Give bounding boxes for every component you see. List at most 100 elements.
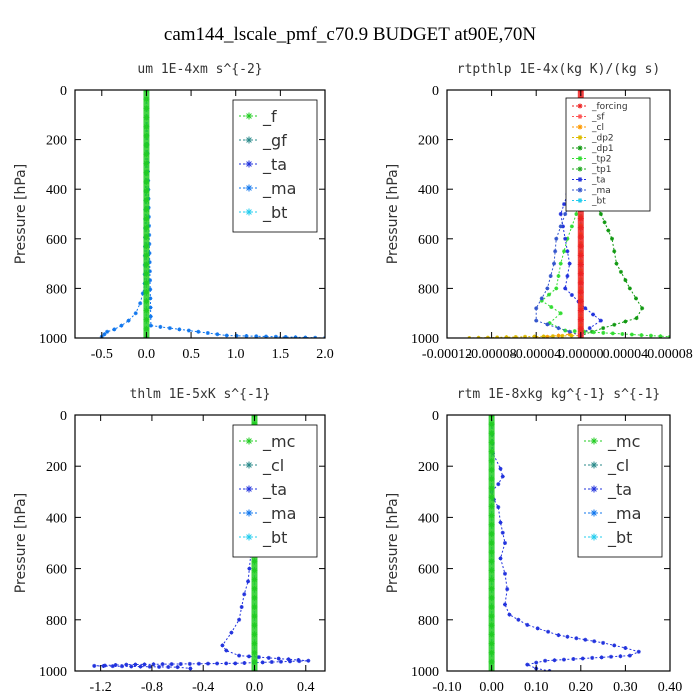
data-point	[567, 329, 572, 334]
figure-title: cam144_lscale_pmf_c70.9 BUDGET at90E,70N	[164, 24, 536, 45]
data-point	[648, 333, 653, 338]
legend: _forcing_sf_cl_dp2_dp1_tp2_tp1_ta_ma_bt	[565, 97, 651, 212]
data-point	[242, 661, 247, 665]
data-point	[101, 664, 106, 669]
plot-frame	[74, 414, 326, 672]
data-point	[143, 279, 150, 286]
data-point	[504, 335, 509, 338]
data-point	[563, 328, 568, 333]
data-point	[525, 662, 530, 667]
data-point	[574, 212, 579, 216]
data-point	[143, 206, 150, 213]
data-point	[186, 328, 191, 333]
data-point	[143, 325, 150, 332]
data-point	[558, 311, 563, 316]
data-point	[234, 333, 239, 338]
data-point	[523, 334, 528, 338]
x-tick-label: -0.00008	[467, 347, 517, 362]
data-point	[500, 474, 505, 479]
data-point	[246, 654, 251, 659]
data-point	[251, 421, 258, 428]
data-point	[251, 613, 258, 620]
data-point	[488, 421, 495, 428]
data-point	[532, 334, 537, 338]
y-tick-label: 400	[46, 183, 67, 198]
data-point	[143, 289, 150, 296]
data-point	[565, 249, 570, 254]
data-point	[143, 233, 150, 240]
data-point	[561, 657, 566, 662]
x-tick-label: 0.5	[182, 347, 200, 362]
data-point	[513, 334, 518, 338]
data-point	[239, 605, 244, 609]
data-point	[160, 662, 165, 667]
data-point	[598, 212, 603, 216]
data-point	[251, 576, 258, 583]
y-tick-label: 600	[46, 233, 67, 248]
data-point	[620, 331, 625, 336]
legend-marker	[590, 437, 598, 445]
data-point	[565, 634, 570, 639]
data-point	[242, 592, 247, 597]
x-tick-label: 0.20	[569, 680, 594, 695]
data-point	[629, 332, 634, 337]
data-point	[148, 305, 153, 310]
y-axis-label: Pressure [hPa]	[385, 164, 401, 264]
data-point	[539, 298, 544, 303]
data-point	[102, 332, 107, 337]
y-tick-label: 200	[46, 460, 67, 475]
data-point	[534, 318, 539, 323]
y-tick-label: 0	[432, 84, 439, 99]
legend-label: _ta	[262, 155, 287, 175]
data-point	[498, 466, 503, 471]
legend-label: _bt	[591, 197, 606, 207]
legend-label: _ma	[607, 504, 641, 524]
data-point	[488, 631, 495, 638]
data-point	[488, 649, 495, 656]
data-point	[129, 664, 134, 669]
data-point	[549, 305, 554, 309]
legend-label: _ma	[262, 179, 296, 199]
data-point	[552, 658, 557, 663]
data-point	[599, 655, 604, 660]
panel-title: rtpthlp 1E-4x(kg K)/(kg s)	[457, 62, 661, 77]
data-point	[577, 316, 584, 323]
legend-marker	[577, 114, 583, 119]
data-point	[143, 298, 150, 305]
data-point	[143, 252, 150, 259]
data-point	[251, 640, 258, 647]
legend-marker	[577, 166, 583, 172]
data-point	[133, 662, 138, 667]
legend-label: _f	[262, 107, 277, 127]
data-point	[556, 333, 561, 338]
data-point	[541, 334, 546, 338]
x-tick-label: 0.00000	[558, 347, 604, 362]
data-point	[143, 114, 150, 121]
data-point	[247, 566, 252, 571]
data-point	[143, 270, 150, 277]
data-point	[556, 274, 561, 278]
data-point	[577, 215, 584, 222]
data-point	[556, 326, 561, 331]
data-point	[147, 251, 152, 256]
legend-marker	[245, 509, 253, 517]
data-point	[143, 96, 150, 103]
data-point	[488, 485, 495, 492]
legend-label: _tp2	[591, 155, 611, 165]
series-group	[99, 90, 325, 338]
data-point	[658, 334, 663, 338]
legend-marker	[590, 461, 598, 469]
data-point	[215, 661, 220, 666]
series-line-ta	[94, 415, 309, 669]
data-point	[560, 333, 565, 338]
data-point	[558, 224, 563, 229]
x-tick-label: 0.00008	[647, 347, 693, 362]
data-point	[110, 664, 115, 669]
y-tick-label: 0	[60, 84, 67, 99]
data-point	[143, 151, 150, 158]
data-point	[105, 329, 110, 334]
legend-marker	[590, 509, 598, 517]
data-point	[569, 333, 574, 338]
x-tick-label: -0.10	[432, 680, 461, 695]
legend-box	[232, 424, 318, 558]
